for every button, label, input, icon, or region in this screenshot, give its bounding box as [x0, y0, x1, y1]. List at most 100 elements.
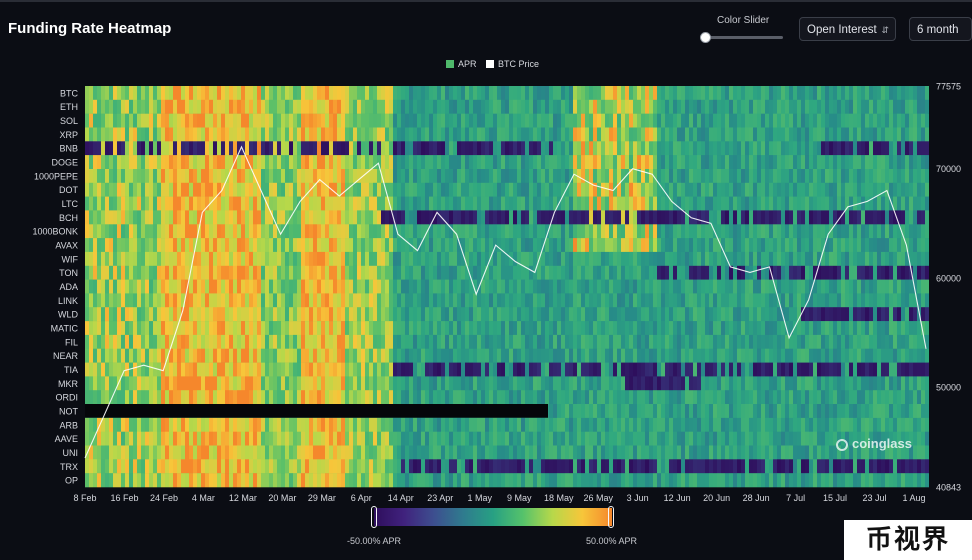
heatmap-cell: [433, 99, 437, 114]
heatmap-cell: [737, 307, 741, 322]
heatmap-cell: [889, 307, 893, 322]
heatmap-cell: [449, 390, 453, 405]
heatmap-cell: [233, 99, 237, 114]
heatmap-cell: [741, 321, 745, 336]
heatmap-cell: [653, 155, 657, 170]
heatmap-cell: [369, 141, 373, 156]
heatmap-cell: [189, 182, 193, 197]
heatmap-cell: [681, 99, 685, 114]
heatmap-cell: [889, 99, 893, 114]
heatmap-cell: [441, 321, 445, 336]
legend-btc-price[interactable]: BTC Price: [486, 59, 539, 69]
heatmap-cell: [805, 86, 809, 101]
heatmap-cell: [685, 99, 689, 114]
heatmap-cell: [409, 279, 413, 294]
heatmap-cell: [757, 251, 761, 266]
heatmap-cell: [685, 307, 689, 322]
heatmap-cell: [185, 334, 189, 349]
heatmap-cell: [145, 210, 149, 225]
color-slider-track[interactable]: [705, 36, 783, 39]
y-tick-label: TIA: [64, 365, 78, 375]
heatmap-cell: [545, 99, 549, 114]
heatmap-cell: [113, 334, 117, 349]
heatmap-cell: [753, 155, 757, 170]
heatmap-cell: [473, 99, 477, 114]
heatmap-cell: [593, 390, 597, 405]
heatmap-cell: [293, 334, 297, 349]
heatmap-cell: [757, 155, 761, 170]
heatmap-cell: [809, 307, 813, 322]
heatmap-cell: [153, 210, 157, 225]
heatmap-cell: [565, 348, 569, 363]
heatmap-cell: [289, 279, 293, 294]
heatmap-cell: [501, 348, 505, 363]
heatmap-cell: [445, 99, 449, 114]
heatmap-cell: [873, 362, 877, 377]
heatmap-cell: [545, 141, 549, 156]
heatmap-cell: [385, 141, 389, 156]
heatmap-cell: [765, 404, 769, 419]
heatmap-cell: [417, 113, 421, 128]
heatmap-cell: [293, 210, 297, 225]
heatmap-cell: [493, 390, 497, 405]
heatmap-cell: [445, 293, 449, 308]
heatmap-cell: [793, 376, 797, 391]
heatmap-cell: [585, 99, 589, 114]
heatmap-cell: [901, 155, 905, 170]
heatmap-cell: [761, 265, 765, 280]
heatmap-cell: [113, 293, 117, 308]
heatmap-cell: [429, 321, 433, 336]
heatmap-cell: [737, 99, 741, 114]
heatmap-cell: [729, 99, 733, 114]
heatmap-cell: [245, 86, 249, 101]
heatmap-cell: [125, 293, 129, 308]
heatmap-cell: [405, 210, 409, 225]
heatmap-cell: [633, 141, 637, 156]
heatmap-cell: [653, 224, 657, 239]
heatmap-cell: [709, 251, 713, 266]
heatmap-cell: [149, 86, 153, 101]
heatmap-cell: [269, 127, 273, 142]
heatmap-cell: [905, 265, 909, 280]
heatmap-cell: [737, 390, 741, 405]
heatmap-cell: [161, 99, 165, 114]
heatmap-cell: [665, 404, 669, 419]
heatmap-cell: [413, 293, 417, 308]
heatmap-cell: [697, 169, 701, 184]
heatmap-cell: [881, 210, 885, 225]
heatmap-cell: [865, 279, 869, 294]
time-range-select[interactable]: 6 month: [909, 17, 972, 41]
heatmap-cell: [505, 334, 509, 349]
heatmap-cell: [553, 334, 557, 349]
legend-apr[interactable]: APR: [446, 59, 477, 69]
heatmap-cell: [85, 113, 89, 128]
heatmap-cell: [705, 362, 709, 377]
heatmap-cell: [345, 86, 349, 101]
heatmap-cell: [113, 307, 117, 322]
heatmap-cell: [589, 113, 593, 128]
heatmap-cell: [905, 141, 909, 156]
heatmap-cell: [293, 182, 297, 197]
heatmap-cell: [457, 141, 461, 156]
heatmap-cell: [253, 155, 257, 170]
heatmap-cell: [165, 224, 169, 239]
heatmap-cell: [781, 224, 785, 239]
heatmap-cell: [777, 404, 781, 419]
heatmap-cell: [277, 321, 281, 336]
metric-select[interactable]: Open Interest ⇵: [799, 17, 896, 41]
heatmap-cell: [469, 307, 473, 322]
heatmap-cell: [581, 321, 585, 336]
heatmap-cell: [373, 155, 377, 170]
heatmap-cell: [533, 238, 537, 253]
heatmap-cell: [373, 127, 377, 142]
heatmap-cell: [453, 99, 457, 114]
heatmap-cell: [137, 279, 141, 294]
heatmap-cell: [437, 113, 441, 128]
heatmap-cell: [289, 390, 293, 405]
heatmap-cell: [369, 348, 373, 363]
heatmap-cell: [769, 293, 773, 308]
heatmap-cell: [373, 210, 377, 225]
heatmap-cell: [529, 265, 533, 280]
heatmap-cell: [173, 196, 177, 211]
color-slider-handle[interactable]: [700, 32, 711, 43]
